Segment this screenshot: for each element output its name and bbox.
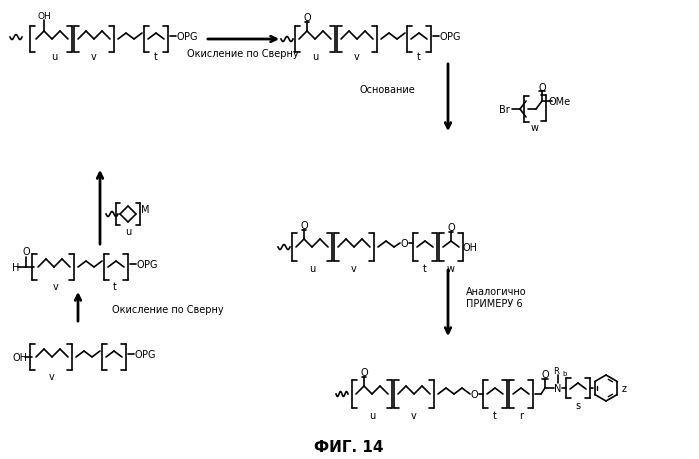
Text: OMe: OMe xyxy=(549,97,571,107)
Text: OH: OH xyxy=(12,352,27,362)
Text: O: O xyxy=(136,259,144,269)
Text: Окисление по Сверну: Окисление по Сверну xyxy=(187,49,298,59)
Text: w: w xyxy=(447,263,455,274)
Text: Окисление по Сверну: Окисление по Сверну xyxy=(112,304,224,314)
Text: O: O xyxy=(538,83,546,93)
Text: Аналогично
ПРИМЕРУ 6: Аналогично ПРИМЕРУ 6 xyxy=(466,286,526,308)
Text: O: O xyxy=(470,389,478,399)
Text: O: O xyxy=(447,223,455,233)
Text: O: O xyxy=(300,220,308,230)
Text: s: s xyxy=(575,400,581,410)
Text: PG: PG xyxy=(185,32,198,42)
Text: H: H xyxy=(12,263,20,272)
Text: u: u xyxy=(51,52,57,62)
Text: u: u xyxy=(309,263,315,274)
Text: v: v xyxy=(53,281,59,291)
Text: r: r xyxy=(519,410,523,420)
Text: Основание: Основание xyxy=(359,85,415,95)
Text: M: M xyxy=(141,205,150,214)
Text: N: N xyxy=(554,383,562,393)
Text: v: v xyxy=(49,371,55,381)
Text: u: u xyxy=(312,52,318,62)
Text: v: v xyxy=(91,52,97,62)
Text: PG: PG xyxy=(144,259,158,269)
Text: u: u xyxy=(369,410,375,420)
Text: t: t xyxy=(423,263,427,274)
Text: O: O xyxy=(401,239,408,248)
Text: O: O xyxy=(360,367,368,377)
Text: t: t xyxy=(113,281,117,291)
Text: z: z xyxy=(621,383,626,393)
Text: R: R xyxy=(553,367,559,375)
Text: PG: PG xyxy=(143,349,156,359)
Text: t: t xyxy=(154,52,158,62)
Text: t: t xyxy=(417,52,421,62)
Text: v: v xyxy=(411,410,417,420)
Text: u: u xyxy=(125,226,131,236)
Text: t: t xyxy=(493,410,497,420)
Text: O: O xyxy=(439,32,447,42)
Text: w: w xyxy=(531,123,539,133)
Text: v: v xyxy=(351,263,357,274)
Text: b: b xyxy=(562,370,566,376)
Text: ФИГ. 14: ФИГ. 14 xyxy=(315,440,384,454)
Text: OH: OH xyxy=(37,11,51,21)
Text: O: O xyxy=(176,32,184,42)
Text: v: v xyxy=(354,52,360,62)
Text: O: O xyxy=(134,349,142,359)
Text: O: O xyxy=(303,13,311,23)
Text: PG: PG xyxy=(447,32,461,42)
Text: O: O xyxy=(22,246,30,257)
Text: Br: Br xyxy=(499,105,510,115)
Text: OH: OH xyxy=(463,242,477,252)
Text: O: O xyxy=(541,369,549,379)
